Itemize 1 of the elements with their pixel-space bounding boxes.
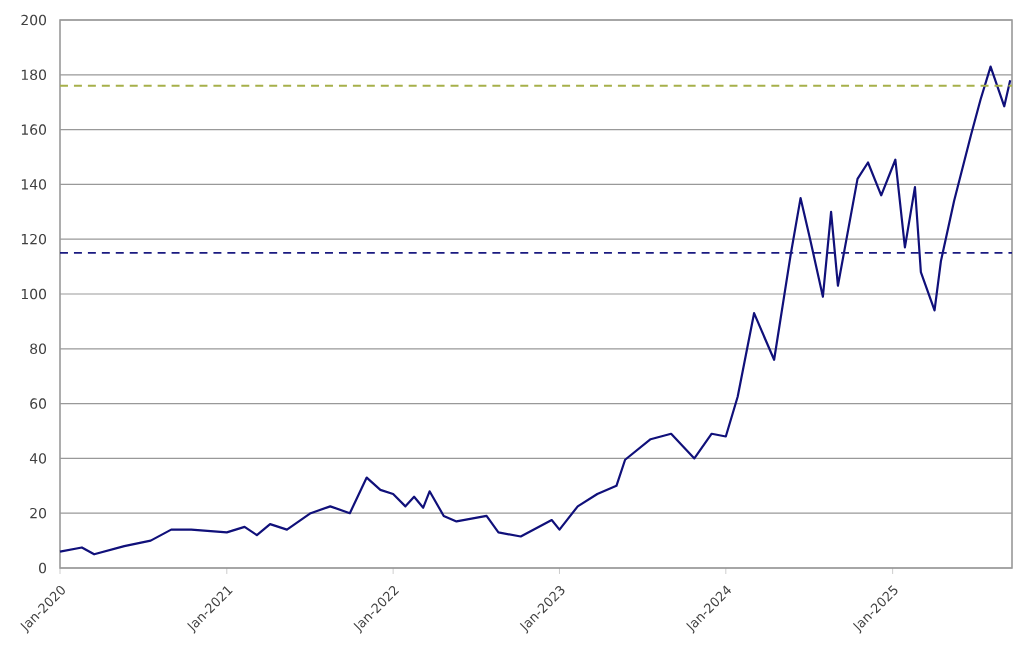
- line-series: [58, 65, 1012, 556]
